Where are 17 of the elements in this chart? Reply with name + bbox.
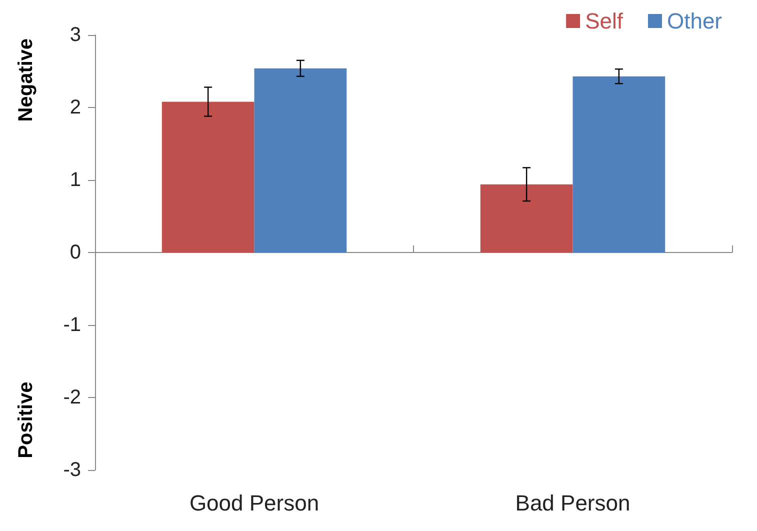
text: Negative: [15, 38, 37, 122]
y-tick-label: 1: [70, 169, 81, 191]
y-tick-label: 0: [70, 242, 81, 264]
y-tick-label: -1: [63, 314, 81, 336]
bar: [162, 102, 254, 252]
bar: [572, 76, 666, 252]
legend-label: Other: [666, 8, 722, 34]
x-tick-label: Bad Person: [515, 490, 630, 516]
y-tick-label: 2: [70, 96, 81, 118]
y-tick-label: -3: [63, 459, 81, 481]
x-tick-label: Good Person: [189, 490, 320, 516]
bar: [254, 68, 347, 252]
bar: [480, 184, 573, 252]
legend-label: Self: [585, 8, 624, 34]
y-tick-label: 3: [70, 24, 81, 46]
text: Positive: [15, 382, 37, 458]
y-tick-label: -2: [63, 386, 81, 408]
